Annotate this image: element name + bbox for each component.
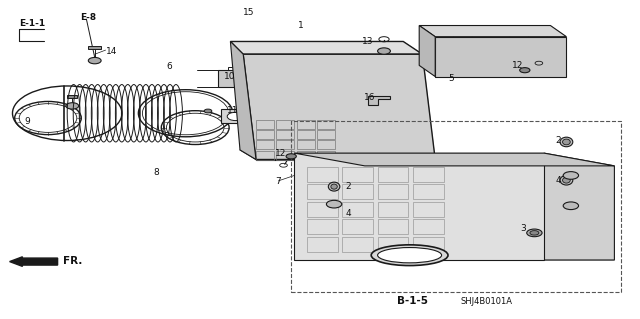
Text: E-8: E-8 (80, 13, 96, 22)
Text: 9: 9 (24, 117, 30, 126)
Polygon shape (243, 54, 435, 160)
Ellipse shape (560, 175, 573, 185)
Text: 10: 10 (224, 72, 236, 81)
Ellipse shape (371, 245, 448, 265)
Text: 2: 2 (556, 136, 561, 145)
Bar (435, 37, 566, 77)
Bar (307, 184, 338, 199)
Bar (276, 130, 294, 139)
Bar (297, 151, 315, 160)
Bar (342, 184, 373, 199)
Text: 1: 1 (298, 21, 303, 30)
Circle shape (88, 57, 101, 64)
Text: 13: 13 (362, 37, 373, 46)
FancyArrow shape (10, 257, 58, 266)
Circle shape (563, 202, 579, 210)
Ellipse shape (560, 137, 573, 147)
Bar (342, 202, 373, 217)
Text: E-1-1: E-1-1 (19, 19, 45, 28)
Text: 15: 15 (243, 8, 255, 17)
Ellipse shape (328, 182, 340, 191)
Circle shape (286, 154, 296, 159)
Text: 6: 6 (166, 63, 172, 71)
Bar (342, 237, 373, 252)
Bar (291, 121, 621, 292)
Polygon shape (419, 26, 566, 37)
Bar (276, 120, 294, 129)
Bar (256, 151, 274, 160)
Text: 11: 11 (227, 106, 239, 115)
Bar (256, 120, 274, 129)
Ellipse shape (331, 184, 337, 189)
Bar (256, 130, 274, 139)
Polygon shape (230, 41, 422, 54)
Bar (342, 167, 373, 182)
Text: 5: 5 (448, 74, 454, 83)
Bar (307, 202, 338, 217)
Circle shape (520, 68, 530, 73)
Circle shape (563, 172, 579, 179)
Circle shape (234, 56, 243, 61)
Bar (307, 219, 338, 234)
Bar (378, 167, 408, 182)
Text: FR.: FR. (63, 256, 82, 266)
Bar (297, 140, 315, 149)
Bar (218, 70, 253, 87)
Circle shape (530, 231, 539, 235)
Bar (88, 46, 101, 49)
Text: 16: 16 (364, 93, 375, 102)
Circle shape (527, 229, 542, 237)
Polygon shape (544, 153, 614, 260)
Polygon shape (419, 26, 435, 77)
Bar (378, 202, 408, 217)
Bar (276, 151, 294, 160)
Bar (67, 95, 77, 98)
Text: 7: 7 (275, 177, 281, 186)
Bar (413, 202, 444, 217)
Bar (297, 130, 315, 139)
Bar (413, 184, 444, 199)
Polygon shape (294, 153, 544, 260)
Circle shape (378, 48, 390, 54)
Bar (317, 151, 335, 160)
Polygon shape (294, 153, 614, 166)
Bar (342, 219, 373, 234)
Bar (317, 120, 335, 129)
Bar (317, 130, 335, 139)
Bar (228, 67, 250, 70)
Ellipse shape (563, 177, 570, 183)
Polygon shape (368, 96, 390, 105)
Bar (307, 167, 338, 182)
Polygon shape (230, 41, 256, 160)
Circle shape (326, 200, 342, 208)
Circle shape (227, 112, 244, 121)
Circle shape (66, 103, 79, 109)
Bar (378, 184, 408, 199)
Bar (413, 219, 444, 234)
Text: 14: 14 (106, 47, 117, 56)
Bar (297, 120, 315, 129)
Text: 2: 2 (346, 182, 351, 191)
Circle shape (204, 109, 212, 113)
Text: 12: 12 (275, 149, 287, 158)
Text: 4: 4 (346, 209, 351, 218)
Text: 8: 8 (154, 168, 159, 177)
Bar (276, 140, 294, 149)
Bar (307, 237, 338, 252)
Bar (378, 237, 408, 252)
Bar (317, 140, 335, 149)
Bar (413, 237, 444, 252)
Text: B-1-5: B-1-5 (397, 296, 428, 307)
Bar (413, 167, 444, 182)
Bar (378, 219, 408, 234)
Bar (221, 109, 250, 123)
Text: 3: 3 (520, 224, 526, 233)
Bar (256, 140, 274, 149)
Text: 12: 12 (512, 61, 524, 70)
Ellipse shape (563, 139, 570, 145)
Ellipse shape (378, 248, 442, 263)
Text: 4: 4 (556, 176, 561, 185)
Text: SHJ4B0101A: SHJ4B0101A (461, 297, 513, 306)
